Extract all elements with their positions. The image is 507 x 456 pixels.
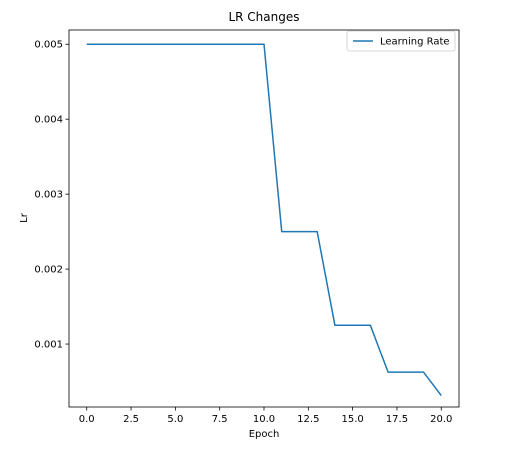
y-tick-label: 0.002 <box>34 265 63 276</box>
series-line-learning-rate <box>86 43 442 397</box>
plot-frame <box>68 29 460 408</box>
x-tick-label: 2.5 <box>123 414 139 425</box>
x-tick-label: 12.5 <box>297 414 319 425</box>
y-tick-label: 0.003 <box>34 190 63 201</box>
y-tick-label: 0.004 <box>34 115 63 126</box>
chart-title: LR Changes <box>228 10 299 24</box>
plot-area <box>68 29 460 408</box>
y-axis: 0.001 0.002 0.003 0.004 0.005 <box>34 40 69 351</box>
x-tick-label: 17.5 <box>386 414 408 425</box>
y-tick-label: 0.005 <box>34 40 63 51</box>
x-axis: 0.0 2.5 5.0 7.5 10.0 12.5 15.0 17.5 20.0 <box>79 407 452 425</box>
x-axis-label: Epoch <box>249 429 280 440</box>
x-tick-label: 0.0 <box>79 414 95 425</box>
legend-box <box>346 30 456 52</box>
y-axis-label: Lr <box>19 212 30 223</box>
x-tick-label: 20.0 <box>430 414 452 425</box>
legend-label: Learning Rate <box>380 37 450 48</box>
x-tick-label: 15.0 <box>342 414 364 425</box>
legend: Learning Rate <box>346 30 456 52</box>
x-tick-label: 5.0 <box>167 414 183 425</box>
x-tick-label: 7.5 <box>212 414 228 425</box>
y-tick-label: 0.001 <box>34 340 63 351</box>
x-tick-label: 10.0 <box>253 414 275 425</box>
